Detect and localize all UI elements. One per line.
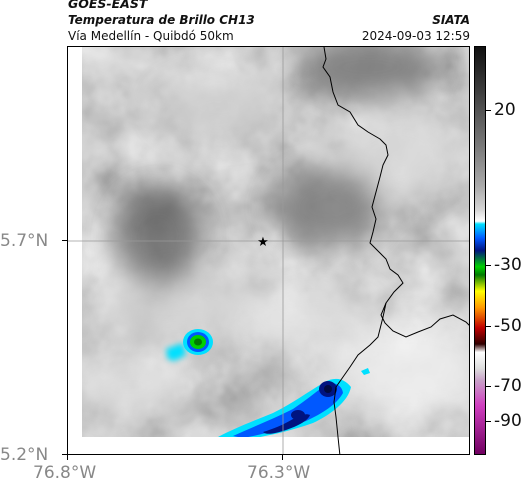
cb-label-minus30: -30 (494, 255, 522, 275)
cb-tick-20 (486, 110, 491, 111)
y-tick-5-7 (62, 240, 67, 241)
source-label: GOES-EAST (68, 0, 148, 11)
brightness-temperature-image: ★ (68, 47, 469, 454)
lon-label-76-8: 76.8°W (33, 463, 97, 483)
temperature-colorbar (474, 46, 486, 455)
cb-tick-minus30 (486, 265, 491, 266)
y-tick-5-2 (62, 454, 67, 455)
lat-label-5-2: 5.2°N (0, 445, 49, 465)
cb-tick-minus50 (486, 326, 491, 327)
location-star-icon: ★ (257, 235, 269, 250)
x-tick-76-8 (67, 455, 68, 460)
map-subtitle: Vía Medellín - Quibdó 50km (68, 29, 234, 43)
x-tick-76-3 (282, 455, 283, 460)
cb-tick-minus70 (486, 386, 491, 387)
convective-cell-west (166, 329, 213, 361)
organization-label: SIATA (432, 13, 470, 27)
cb-label-minus90: -90 (494, 411, 522, 431)
lat-label-5-7: 5.7°N (0, 231, 49, 251)
map-title: Temperatura de Brillo CH13 (68, 13, 255, 27)
convective-band-south (218, 368, 370, 440)
cb-label-20: 20 (494, 100, 516, 120)
department-border-south (333, 302, 387, 454)
cb-label-minus50: -50 (494, 316, 522, 336)
department-border (322, 47, 469, 338)
lon-label-76-3: 76.3°W (247, 463, 311, 483)
cb-label-minus70: -70 (494, 376, 522, 396)
cb-tick-minus90 (486, 421, 491, 422)
satellite-map[interactable]: ★ (67, 46, 470, 455)
timestamp-label: 2024-09-03 12:59 (361, 29, 470, 43)
